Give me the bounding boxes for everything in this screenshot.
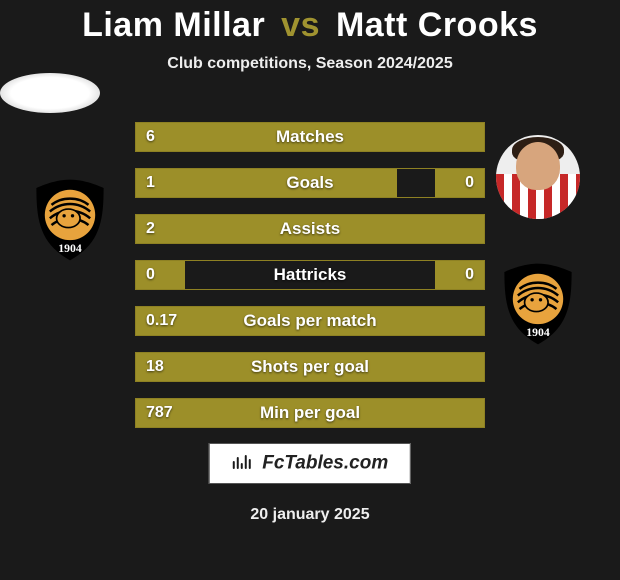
watermark: FcTables.com: [209, 443, 411, 484]
stat-row: 00Hattricks: [135, 260, 485, 290]
player2-avatar: [496, 135, 580, 219]
subtitle: Club competitions, Season 2024/2025: [0, 55, 620, 73]
crest-year: 1904: [58, 242, 82, 255]
stat-label: Goals: [136, 169, 484, 197]
stat-label: Min per goal: [136, 399, 484, 427]
player1-club-crest: 1904: [28, 178, 112, 262]
date: 20 january 2025: [0, 506, 620, 524]
player2-face: [516, 142, 560, 190]
watermark-icon: [232, 452, 252, 475]
watermark-text: FcTables.com: [262, 453, 388, 474]
player2-name: Matt Crooks: [336, 6, 538, 44]
player2-club-crest: 1904: [496, 262, 580, 346]
stat-row: 18Shots per goal: [135, 352, 485, 382]
stat-label: Shots per goal: [136, 353, 484, 381]
stat-label: Goals per match: [136, 307, 484, 335]
stat-label: Matches: [136, 123, 484, 151]
stat-row: 10Goals: [135, 168, 485, 198]
player1-avatar: [0, 73, 100, 113]
stat-bars: 6Matches 10Goals 2Assists 00Hattricks 0.17Go…: [135, 122, 485, 444]
stat-row: 787Min per goal: [135, 398, 485, 428]
comparison-title: Liam Millar vs Matt Crooks: [0, 0, 620, 45]
player1-name: Liam Millar: [82, 6, 265, 44]
stat-row: 2Assists: [135, 214, 485, 244]
stat-label: Assists: [136, 215, 484, 243]
title-vs: vs: [281, 6, 320, 44]
stat-row: 0.17Goals per match: [135, 306, 485, 336]
stat-row: 6Matches: [135, 122, 485, 152]
crest-year: 1904: [526, 326, 550, 339]
stat-label: Hattricks: [136, 261, 484, 289]
